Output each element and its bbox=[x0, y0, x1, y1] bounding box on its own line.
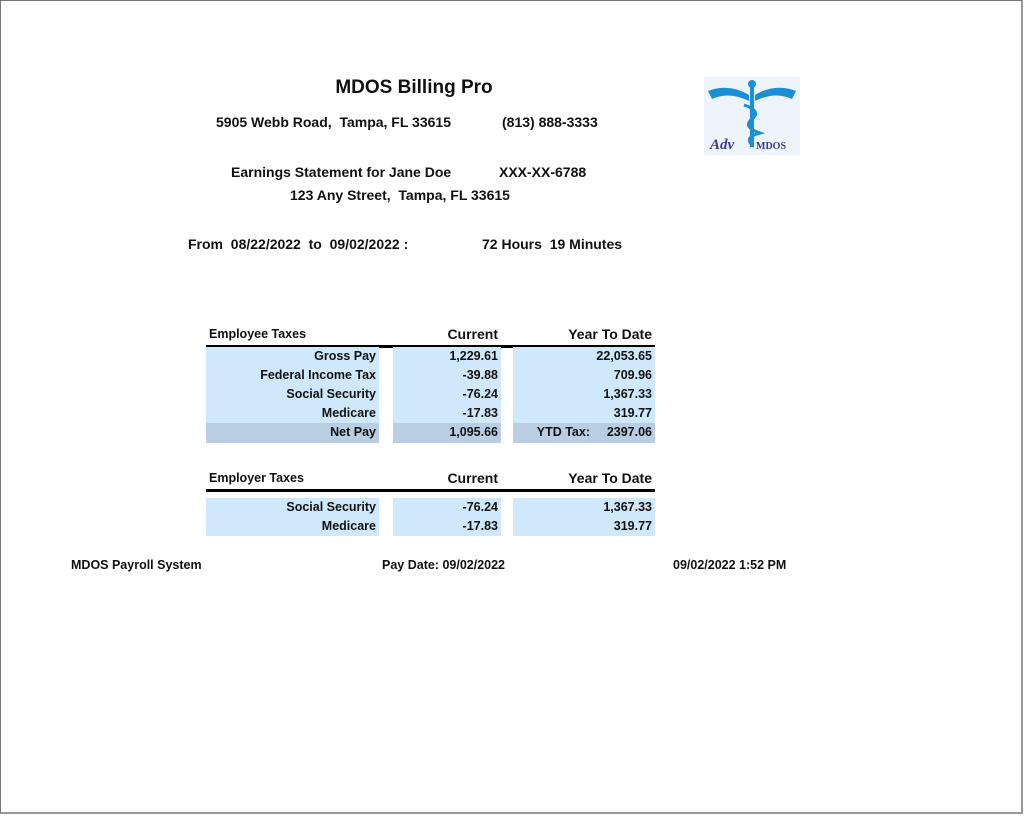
company-phone: (813) 888-3333 bbox=[502, 114, 598, 130]
table-header: Employee Taxes bbox=[209, 327, 307, 341]
ytd-tax-label: YTD Tax: bbox=[536, 425, 590, 439]
table-header: Current bbox=[447, 470, 498, 486]
title: MDOS Billing Pro bbox=[335, 77, 493, 98]
table-cell: Gross Pay bbox=[206, 347, 379, 366]
table-cell: 1,229.61 bbox=[393, 347, 501, 366]
table-header: Year To Date bbox=[568, 326, 652, 342]
table-cell: Federal Income Tax bbox=[206, 366, 379, 385]
ytd-tax-bg bbox=[513, 423, 655, 443]
table-cell: Social Security bbox=[206, 498, 379, 517]
company-address: 5905 Webb Road, Tampa, FL 33615 bbox=[216, 114, 451, 130]
ytd-tax-value: 2397.06 bbox=[606, 425, 652, 439]
header-rule bbox=[206, 489, 655, 492]
table-cell: Social Security bbox=[206, 385, 379, 404]
table-header: Year To Date bbox=[568, 470, 652, 486]
statement-label: Earnings Statement for Jane Doe bbox=[231, 164, 452, 180]
table-cell: 1,367.33 bbox=[513, 385, 655, 404]
table-cell: -17.83 bbox=[393, 404, 501, 423]
table-cell: 1,367.33 bbox=[513, 498, 655, 517]
table-cell: Medicare bbox=[206, 404, 379, 423]
table-cell: 319.77 bbox=[513, 404, 655, 423]
table-cell: 319.77 bbox=[513, 517, 655, 536]
net-pay-label: Net Pay bbox=[206, 423, 379, 443]
logo-script: Adv bbox=[709, 137, 735, 153]
table-cell: Medicare bbox=[206, 517, 379, 536]
logo: Adv MDOS bbox=[704, 77, 800, 155]
hours: 72 Hours 19 Minutes bbox=[482, 236, 623, 252]
footer-pay-date: Pay Date: 09/02/2022 bbox=[382, 558, 506, 572]
net-pay-current: 1,095.66 bbox=[393, 423, 501, 443]
table-cell: -76.24 bbox=[393, 385, 501, 404]
footer-timestamp: 09/02/2022 1:52 PM bbox=[673, 558, 787, 572]
ssn: XXX-XX-6788 bbox=[499, 164, 587, 180]
table-cell: -39.88 bbox=[393, 366, 501, 385]
table-cell: -17.83 bbox=[393, 517, 501, 536]
period-range: From 08/22/2022 to 09/02/2022 : bbox=[188, 236, 409, 252]
header-rule bbox=[206, 345, 655, 348]
table-cell: 709.96 bbox=[513, 366, 655, 385]
employee-address: 123 Any Street, Tampa, FL 33615 bbox=[290, 187, 510, 203]
footer-system: MDOS Payroll System bbox=[71, 558, 202, 572]
table-cell: -76.24 bbox=[393, 498, 501, 517]
table-cell: 22,053.65 bbox=[513, 347, 655, 366]
table-header: Employer Taxes bbox=[209, 471, 304, 485]
table-header: Current bbox=[447, 326, 498, 342]
logo-text: MDOS bbox=[756, 141, 786, 152]
